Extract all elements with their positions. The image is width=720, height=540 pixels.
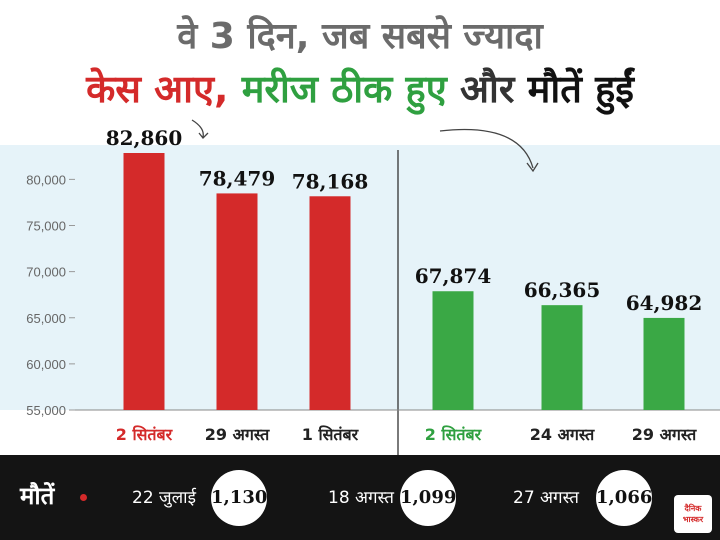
- plot-background: [0, 145, 720, 410]
- bar-value-label: 78,479: [199, 166, 276, 190]
- arrow-head-icon: [198, 132, 209, 139]
- title-cases: केस आए,: [86, 67, 229, 111]
- y-tick-label: 55,000: [26, 403, 66, 418]
- deaths-strip: मौतें 22 जुलाई 1,130 18 अगस्त 1,099 27 अ…: [0, 455, 720, 540]
- death-count-2: 1,099: [400, 470, 456, 526]
- bar-value-label: 67,874: [415, 264, 492, 288]
- x-category-label: 29 अगस्त: [632, 425, 697, 444]
- bar-value-label: 78,168: [292, 169, 369, 193]
- bar: [309, 196, 351, 410]
- bar-chart: 80,000 75,000 70,000 65,000 60,000 55,000 82,8…: [0, 119, 720, 455]
- deaths-label: मौतें: [20, 482, 55, 510]
- bar: [216, 193, 258, 410]
- deaths-dot-icon: [80, 494, 87, 501]
- death-count-1: 1,130: [211, 470, 267, 526]
- bar: [541, 305, 583, 410]
- title-deaths: मौतें हुईं: [527, 67, 634, 111]
- y-tick-label: 80,000: [26, 172, 66, 187]
- title-recovered: मरीज ठीक हुए: [241, 67, 447, 111]
- title-line-2: केस आए, मरीज ठीक हुए और मौतें हुईं: [0, 62, 720, 114]
- y-tick-label: 60,000: [26, 357, 66, 372]
- y-tick-label: 75,000: [26, 219, 66, 234]
- logo-line-2: भास्कर: [682, 515, 704, 524]
- arrow-head-icon: [526, 162, 539, 173]
- x-category-label: 2 सितंबर: [425, 425, 483, 444]
- bar-value-label: 64,982: [626, 291, 703, 315]
- header: वे 3 दिन, जब सबसे ज्यादा केस आए, मरीज ठी…: [0, 0, 720, 145]
- bar-value-label: 66,365: [524, 278, 601, 302]
- title-and: और: [459, 67, 515, 111]
- death-date-3: 27 अगस्त: [513, 488, 579, 508]
- bar: [123, 153, 165, 410]
- bar-value-label: 82,860: [106, 126, 183, 150]
- curved-arrow-icon: [191, 119, 204, 138]
- x-category-label: 24 अगस्त: [530, 425, 595, 444]
- title-line-1: वे 3 दिन, जब सबसे ज्यादा: [177, 16, 543, 57]
- bar: [432, 291, 474, 410]
- y-tick-label: 70,000: [26, 265, 66, 280]
- death-date-2: 18 अगस्त: [328, 488, 394, 508]
- x-category-label: 1 सितंबर: [302, 425, 360, 444]
- dainik-bhaskar-logo: दैनिक भास्कर: [674, 495, 712, 533]
- y-tick-label: 65,000: [26, 311, 66, 326]
- bar: [643, 317, 685, 410]
- curved-arrow-icon: [439, 128, 534, 169]
- death-count-3: 1,066: [596, 470, 652, 526]
- death-date-1: 22 जुलाई: [132, 488, 196, 508]
- logo-line-1: दैनिक: [684, 504, 702, 513]
- x-category-label: 2 सितंबर: [116, 425, 174, 444]
- x-category-label: 29 अगस्त: [205, 425, 270, 444]
